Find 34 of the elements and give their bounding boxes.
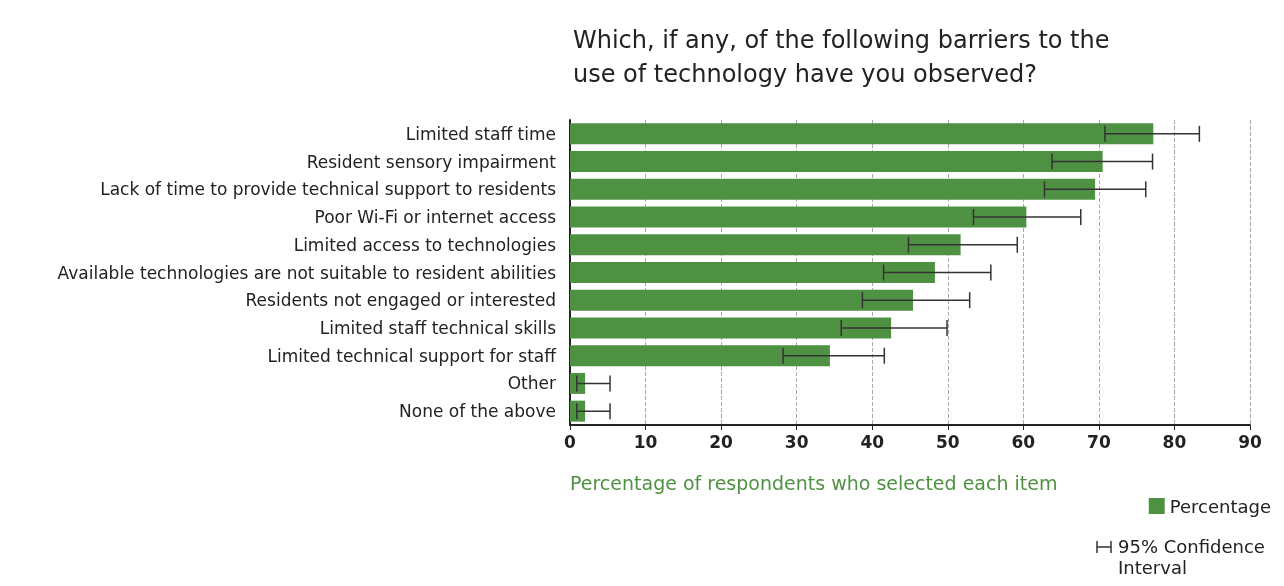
bar bbox=[570, 234, 961, 256]
x-tick-label: 50 bbox=[935, 431, 960, 452]
bar bbox=[570, 206, 1027, 228]
bar bbox=[570, 123, 1154, 145]
text: 95% Confidence Interval bbox=[1118, 536, 1266, 578]
x-tick-label: 70 bbox=[1087, 431, 1111, 452]
y-tick-label: Lack of time to provide technical support to residents bbox=[100, 179, 557, 200]
x-tick-label: 80 bbox=[1162, 431, 1187, 452]
x-tick-label: 60 bbox=[1011, 431, 1036, 452]
bar bbox=[570, 151, 1103, 173]
legend-label: Percentage bbox=[1169, 495, 1272, 517]
x-tick-label: 10 bbox=[633, 431, 658, 452]
y-tick-label: Limited technical support for staff bbox=[267, 345, 558, 366]
y-tick-label: Limited staff technical skills bbox=[319, 317, 557, 338]
bar bbox=[570, 262, 935, 283]
bar bbox=[570, 345, 830, 367]
y-tick-label: Limited access to technologies bbox=[293, 234, 557, 255]
y-tick-label: None of the above bbox=[399, 401, 556, 422]
x-tick-label: 40 bbox=[860, 431, 885, 452]
y-tick-label: Other bbox=[507, 373, 556, 394]
y-tick-label: Poor Wi-Fi or internet access bbox=[314, 207, 557, 228]
y-tick-label: Available technologies are not suitable to resident abilities bbox=[57, 262, 557, 283]
bar bbox=[570, 178, 1096, 200]
x-tick-label: 20 bbox=[709, 431, 734, 452]
x-tick-label: 30 bbox=[784, 431, 809, 452]
bar bbox=[570, 289, 914, 311]
bar bbox=[570, 317, 892, 339]
y-tick-label: Resident sensory impairment bbox=[306, 151, 557, 172]
x-axis-title: Percentage of respondents who selected each item bbox=[570, 471, 1058, 494]
chart-title: Which, if any, of the following barriers to the use of technology have you observed? bbox=[573, 26, 1110, 88]
x-tick-label: 90 bbox=[1238, 431, 1262, 452]
y-tick-label: Limited staff time bbox=[405, 123, 556, 144]
x-tick-label: 0 bbox=[564, 431, 577, 452]
y-tick-label: Residents not engaged or interested bbox=[245, 290, 556, 311]
